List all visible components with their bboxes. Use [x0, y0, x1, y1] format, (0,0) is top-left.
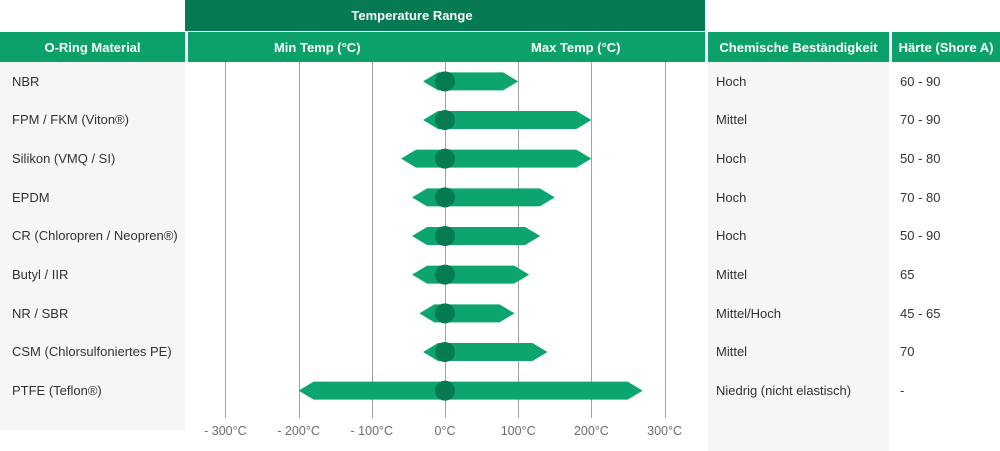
zero-degree-dot [435, 264, 455, 285]
hardness-value: 50 - 90 [900, 228, 941, 244]
header-oring-material-label: O-Ring Material [44, 39, 141, 55]
axis-tick-label: - 200°C [277, 424, 320, 438]
zero-degree-dot [435, 110, 455, 130]
header-chemische-bestaendigkeit: Chemische Beständigkeit [708, 32, 889, 62]
temp-range-arrow [423, 343, 548, 361]
header-min-temp-label: Min Temp (°C) [273, 39, 361, 55]
material-name: CR (Chloropren / Neopren®) [12, 228, 178, 244]
header-haerte-shore-a: Härte (Shore A) [892, 32, 1000, 62]
material-name: PTFE (Teflon®) [12, 383, 102, 399]
material-name: NBR [12, 73, 40, 89]
hardness-value: 50 - 80 [900, 151, 941, 167]
material-name: CSM (Chlorsulfoniertes PE) [12, 344, 172, 360]
hardness-value: 70 - 80 [900, 189, 941, 205]
chemical-resistance-value: Hoch [716, 189, 747, 205]
gridline--100 [371, 62, 373, 410]
zero-degree-dot [435, 71, 455, 92]
range-arrows-layer [298, 71, 643, 401]
hardness-value: 70 [900, 344, 915, 360]
hardness-value: 70 - 90 [900, 112, 941, 128]
hardness-value: 65 [900, 267, 915, 283]
chemical-resistance-value: Mittel/Hoch [716, 305, 782, 321]
chemical-resistance-value: Hoch [716, 151, 747, 167]
zero-degree-dot [435, 303, 455, 324]
banner-temperature-range: Temperature Range [185, 0, 705, 31]
temp-range-arrow [412, 227, 541, 245]
hardness-value: - [900, 383, 905, 399]
header-hardness-label: Härte (Shore A) [898, 39, 994, 55]
axis-tick-label: 100°C [500, 424, 536, 438]
axis-tick-label: 200°C [573, 424, 609, 438]
temp-range-arrow [423, 111, 592, 129]
axis-tick-label: - 100°C [350, 424, 394, 438]
axis-tick [518, 410, 520, 418]
gridline--200 [298, 62, 300, 410]
zero-degree-dot [435, 342, 455, 362]
x-axis: - 300°C - 200°C - 100°C 0°C 100°C 200°C 300°C [185, 410, 705, 451]
axis-tick [225, 410, 227, 418]
axis-tick-label: 0°C [434, 424, 456, 438]
axis-tick-label: 300°C [647, 424, 683, 438]
hardness-column: 60 - 90 70 - 90 50 - 80 70 - 80 50 - 90 65 45 … [892, 62, 1000, 410]
material-name: Butyl / IIR [12, 267, 69, 283]
chemical-resistance-value: Niedrig (nicht elastisch) [716, 383, 852, 399]
temperature-range-chart-area [185, 62, 705, 410]
header-max-temp-label: Max Temp (°C) [531, 39, 621, 55]
chemical-resistance-value: Mittel [716, 344, 748, 360]
chemical-resistance-value: Hoch [716, 228, 747, 244]
zero-degree-dot [435, 148, 455, 169]
temp-range-arrow [298, 381, 643, 400]
axis-tick [298, 410, 300, 418]
zero-degree-dot [435, 226, 455, 246]
chemical-resistance-column: Hoch Mittel Hoch Hoch Hoch Mittel Mittel/Hoch M… [708, 62, 889, 451]
material-name-column: NBR FPM / FKM (Viton®) Silikon (VMQ / SI) E… [0, 62, 185, 430]
material-name: FPM / FKM (Viton®) [12, 112, 129, 128]
gridline-300 [664, 62, 666, 410]
gridline-200 [591, 62, 593, 410]
material-name: Silikon (VMQ / SI) [12, 151, 116, 167]
temp-range-arrow [412, 188, 555, 207]
chemical-resistance-value: Mittel [716, 112, 748, 128]
chemical-resistance-value: Mittel [716, 267, 748, 283]
chemical-resistance-value: Hoch [716, 73, 747, 89]
zero-degree-dot [435, 380, 455, 401]
banner-title: Temperature Range [351, 8, 473, 23]
gridline--300 [225, 62, 227, 410]
header-chemical-label: Chemische Beständigkeit [719, 39, 878, 55]
hardness-value: 60 - 90 [900, 73, 941, 89]
hardness-value: 45 - 65 [900, 305, 941, 321]
header-oring-material: O-Ring Material [0, 32, 185, 62]
zero-degree-dot [435, 187, 455, 208]
axis-tick-label: - 300°C [204, 424, 247, 438]
material-name: NR / SBR [12, 305, 69, 321]
header-temperature: Min Temp (°C) Max Temp (°C) [188, 32, 705, 62]
axis-tick [371, 410, 373, 418]
axis-tick [591, 410, 593, 418]
temp-range-arrow [401, 149, 592, 168]
material-name: EPDM [12, 189, 50, 205]
axis-tick [445, 410, 446, 418]
temp-range-arrow [412, 265, 530, 284]
temp-range-arrow [419, 304, 515, 323]
axis-tick [664, 410, 666, 418]
